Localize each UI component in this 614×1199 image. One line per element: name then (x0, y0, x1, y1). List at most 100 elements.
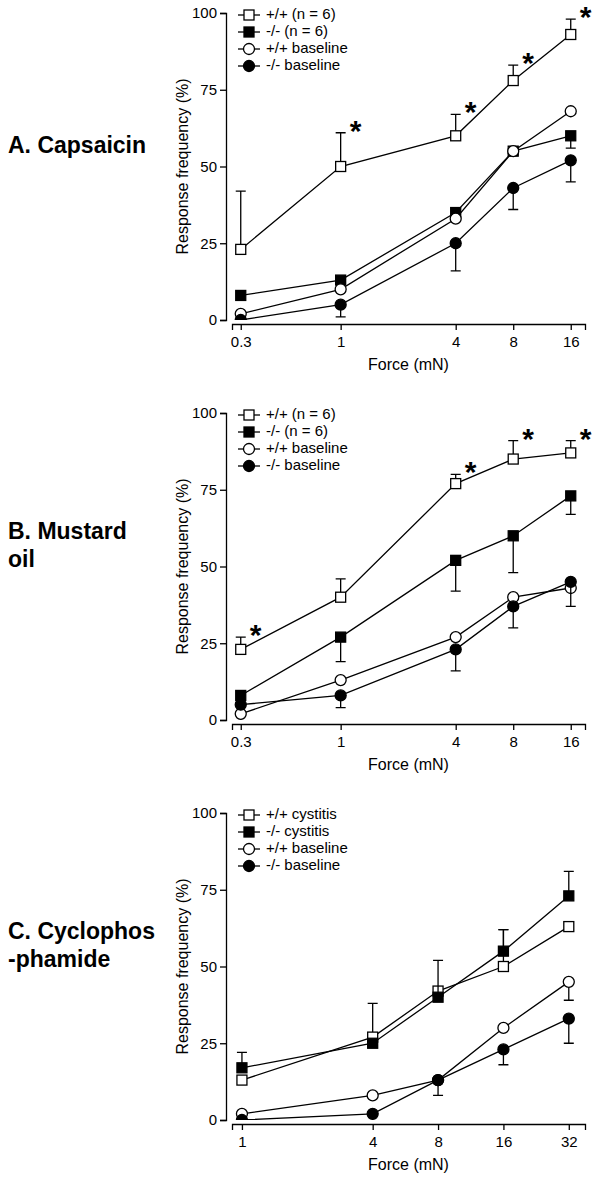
x-tick: 1 (337, 724, 345, 750)
marker (368, 1038, 378, 1048)
y-tick-label: 75 (200, 81, 217, 98)
x-tick-label: 8 (510, 733, 518, 750)
y-tick-label: 50 (200, 158, 217, 175)
y-tick-label: 50 (200, 958, 217, 975)
marker (498, 1044, 509, 1055)
series-line (241, 582, 571, 705)
panel-title: A. Capsaicin (8, 132, 146, 158)
y-tick: 25 (200, 635, 226, 652)
y-axis: 0255075100 (192, 804, 227, 1128)
x-tick: 4 (369, 1124, 377, 1150)
tick-mark (373, 1124, 374, 1130)
marker (450, 238, 461, 249)
tick-mark (241, 324, 242, 330)
axis-line (233, 325, 586, 331)
x-tick: 0.3 (231, 724, 252, 750)
tick-mark (220, 720, 226, 721)
tick-mark (220, 890, 226, 891)
series (236, 976, 574, 1119)
series (235, 106, 576, 320)
marker (508, 531, 518, 541)
x-axis: 1481632 (233, 1124, 586, 1150)
tick-mark (220, 13, 226, 14)
x-tick: 4 (452, 324, 460, 350)
tick-mark (569, 1124, 570, 1130)
y-axis-title: Response frequency (%) (174, 478, 191, 654)
tick-mark (513, 324, 514, 330)
series (237, 871, 574, 1072)
marker (565, 106, 576, 117)
y-tick: 0 (209, 311, 226, 328)
x-axis-title: Force (mN) (368, 756, 449, 773)
y-tick: 75 (200, 81, 226, 98)
tick-mark (438, 1124, 439, 1130)
legend: +/+ (n = 6)-/- (n = 6)+/+ baseline-/- ba… (238, 405, 348, 473)
legend-label: -/- baseline (266, 856, 340, 873)
marker (563, 976, 574, 987)
y-tick-label: 0 (209, 711, 217, 728)
legend-label: -/- (n = 6) (266, 422, 328, 439)
legend-marker (244, 44, 255, 55)
marker (566, 131, 576, 141)
marker (508, 454, 518, 464)
y-tick: 75 (200, 481, 226, 498)
tick-mark (220, 966, 226, 967)
legend-marker (244, 27, 254, 37)
annotation: * (522, 46, 534, 79)
annotation: * (465, 95, 477, 128)
series (236, 1013, 574, 1120)
legend-marker (244, 10, 254, 20)
series (235, 582, 576, 719)
marker (451, 479, 461, 489)
legend-label: +/+ baseline (266, 439, 348, 456)
marker (433, 1075, 444, 1086)
legend-item: -/- (n = 6) (238, 22, 328, 39)
legend: +/+ (n = 6)-/- (n = 6)+/+ baseline-/- ba… (238, 5, 348, 73)
legend: +/+ cystitis-/- cystitis+/+ baseline-/- … (238, 805, 348, 873)
legend-marker (244, 410, 254, 420)
x-tick: 32 (561, 1124, 578, 1150)
x-tick: 4 (452, 724, 460, 750)
legend-marker (244, 61, 255, 72)
legend-marker (244, 810, 254, 820)
marker (564, 891, 574, 901)
annotation: * (250, 618, 262, 651)
x-tick: 16 (496, 1124, 513, 1150)
y-tick-label: 75 (200, 481, 217, 498)
tick-mark (220, 1043, 226, 1044)
legend-label: -/- cystitis (266, 822, 329, 839)
tick-mark (220, 643, 226, 644)
annotation: * (580, 422, 592, 455)
x-tick: 1 (238, 1124, 246, 1150)
y-tick: 100 (192, 4, 226, 21)
legend-marker (244, 427, 254, 437)
legend-label: +/+ (n = 6) (266, 5, 336, 22)
y-tick-label: 25 (200, 635, 217, 652)
marker (450, 644, 461, 655)
panel: B. Mustardoil0.3148160255075100Force (mN… (8, 404, 592, 773)
marker (235, 699, 246, 710)
marker (335, 284, 346, 295)
marker (433, 1075, 444, 1086)
tick-mark (220, 320, 226, 321)
y-axis: 0255075100 (192, 404, 227, 728)
annotation: * (580, 0, 592, 33)
marker (336, 632, 346, 642)
legend-marker (244, 844, 255, 855)
marker (335, 690, 346, 701)
legend-marker (244, 827, 254, 837)
y-tick-label: 100 (192, 804, 217, 821)
series (236, 441, 576, 655)
marker (508, 146, 519, 157)
x-tick: 1 (337, 324, 345, 350)
tick-mark (220, 566, 226, 567)
x-tick-label: 4 (369, 1133, 377, 1150)
axis-line (220, 14, 227, 321)
tick-mark (220, 90, 226, 91)
x-tick: 16 (563, 724, 580, 750)
series (237, 922, 574, 1085)
series-line (242, 1019, 569, 1120)
series-line (241, 453, 571, 649)
marker (236, 1115, 247, 1121)
x-tick-label: 8 (510, 333, 518, 350)
